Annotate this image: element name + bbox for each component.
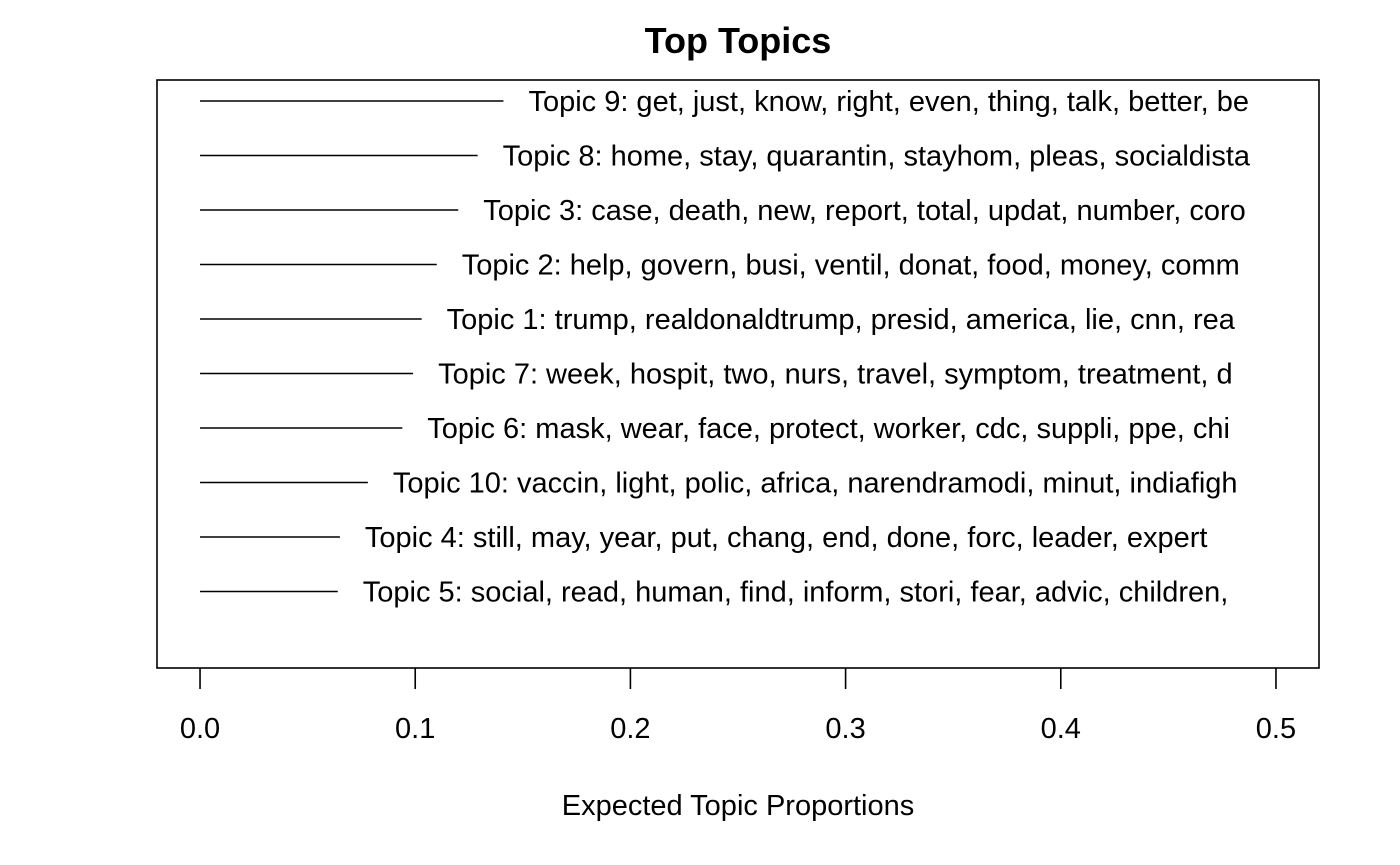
plot-frame [156,79,1320,669]
x-tick-label: 0.3 [825,713,865,745]
topic-label: Topic 7: week, hospit, two, nurs, travel… [438,359,1233,391]
topic-label: Topic 10: vaccin, light, polic, africa, … [393,468,1238,500]
topic-label: Topic 5: social, read, human, find, info… [363,577,1229,609]
topic-label: Topic 9: get, just, know, right, even, t… [528,86,1249,118]
topic-label: Topic 6: mask, wear, face, protect, work… [427,413,1230,445]
x-axis: 0.0 0.1 0.2 0.3 0.4 0.5 [180,668,1296,745]
topic-label: Topic 3: case, death, new, report, total… [483,195,1246,227]
chart-title: Top Topics [645,20,832,61]
topic-label: Topic 2: help, govern, busi, ventil, don… [462,250,1240,282]
x-tick-label: 0.1 [395,713,435,745]
x-tick-label: 0.5 [1256,713,1296,745]
topic-label: Topic 1: trump, realdonaldtrump, presid,… [447,304,1236,336]
x-axis-label: Expected Topic Proportions [562,790,915,822]
topic-label: Topic 8: home, stay, quarantin, stayhom,… [503,141,1251,173]
x-tick-label: 0.4 [1041,713,1081,745]
topic-label: Topic 4: still, may, year, put, chang, e… [365,522,1208,554]
x-tick-label: 0.0 [180,713,220,745]
x-tick-label: 0.2 [610,713,650,745]
topic-marks: Topic 9: get, just, know, right, even, t… [200,86,1251,609]
